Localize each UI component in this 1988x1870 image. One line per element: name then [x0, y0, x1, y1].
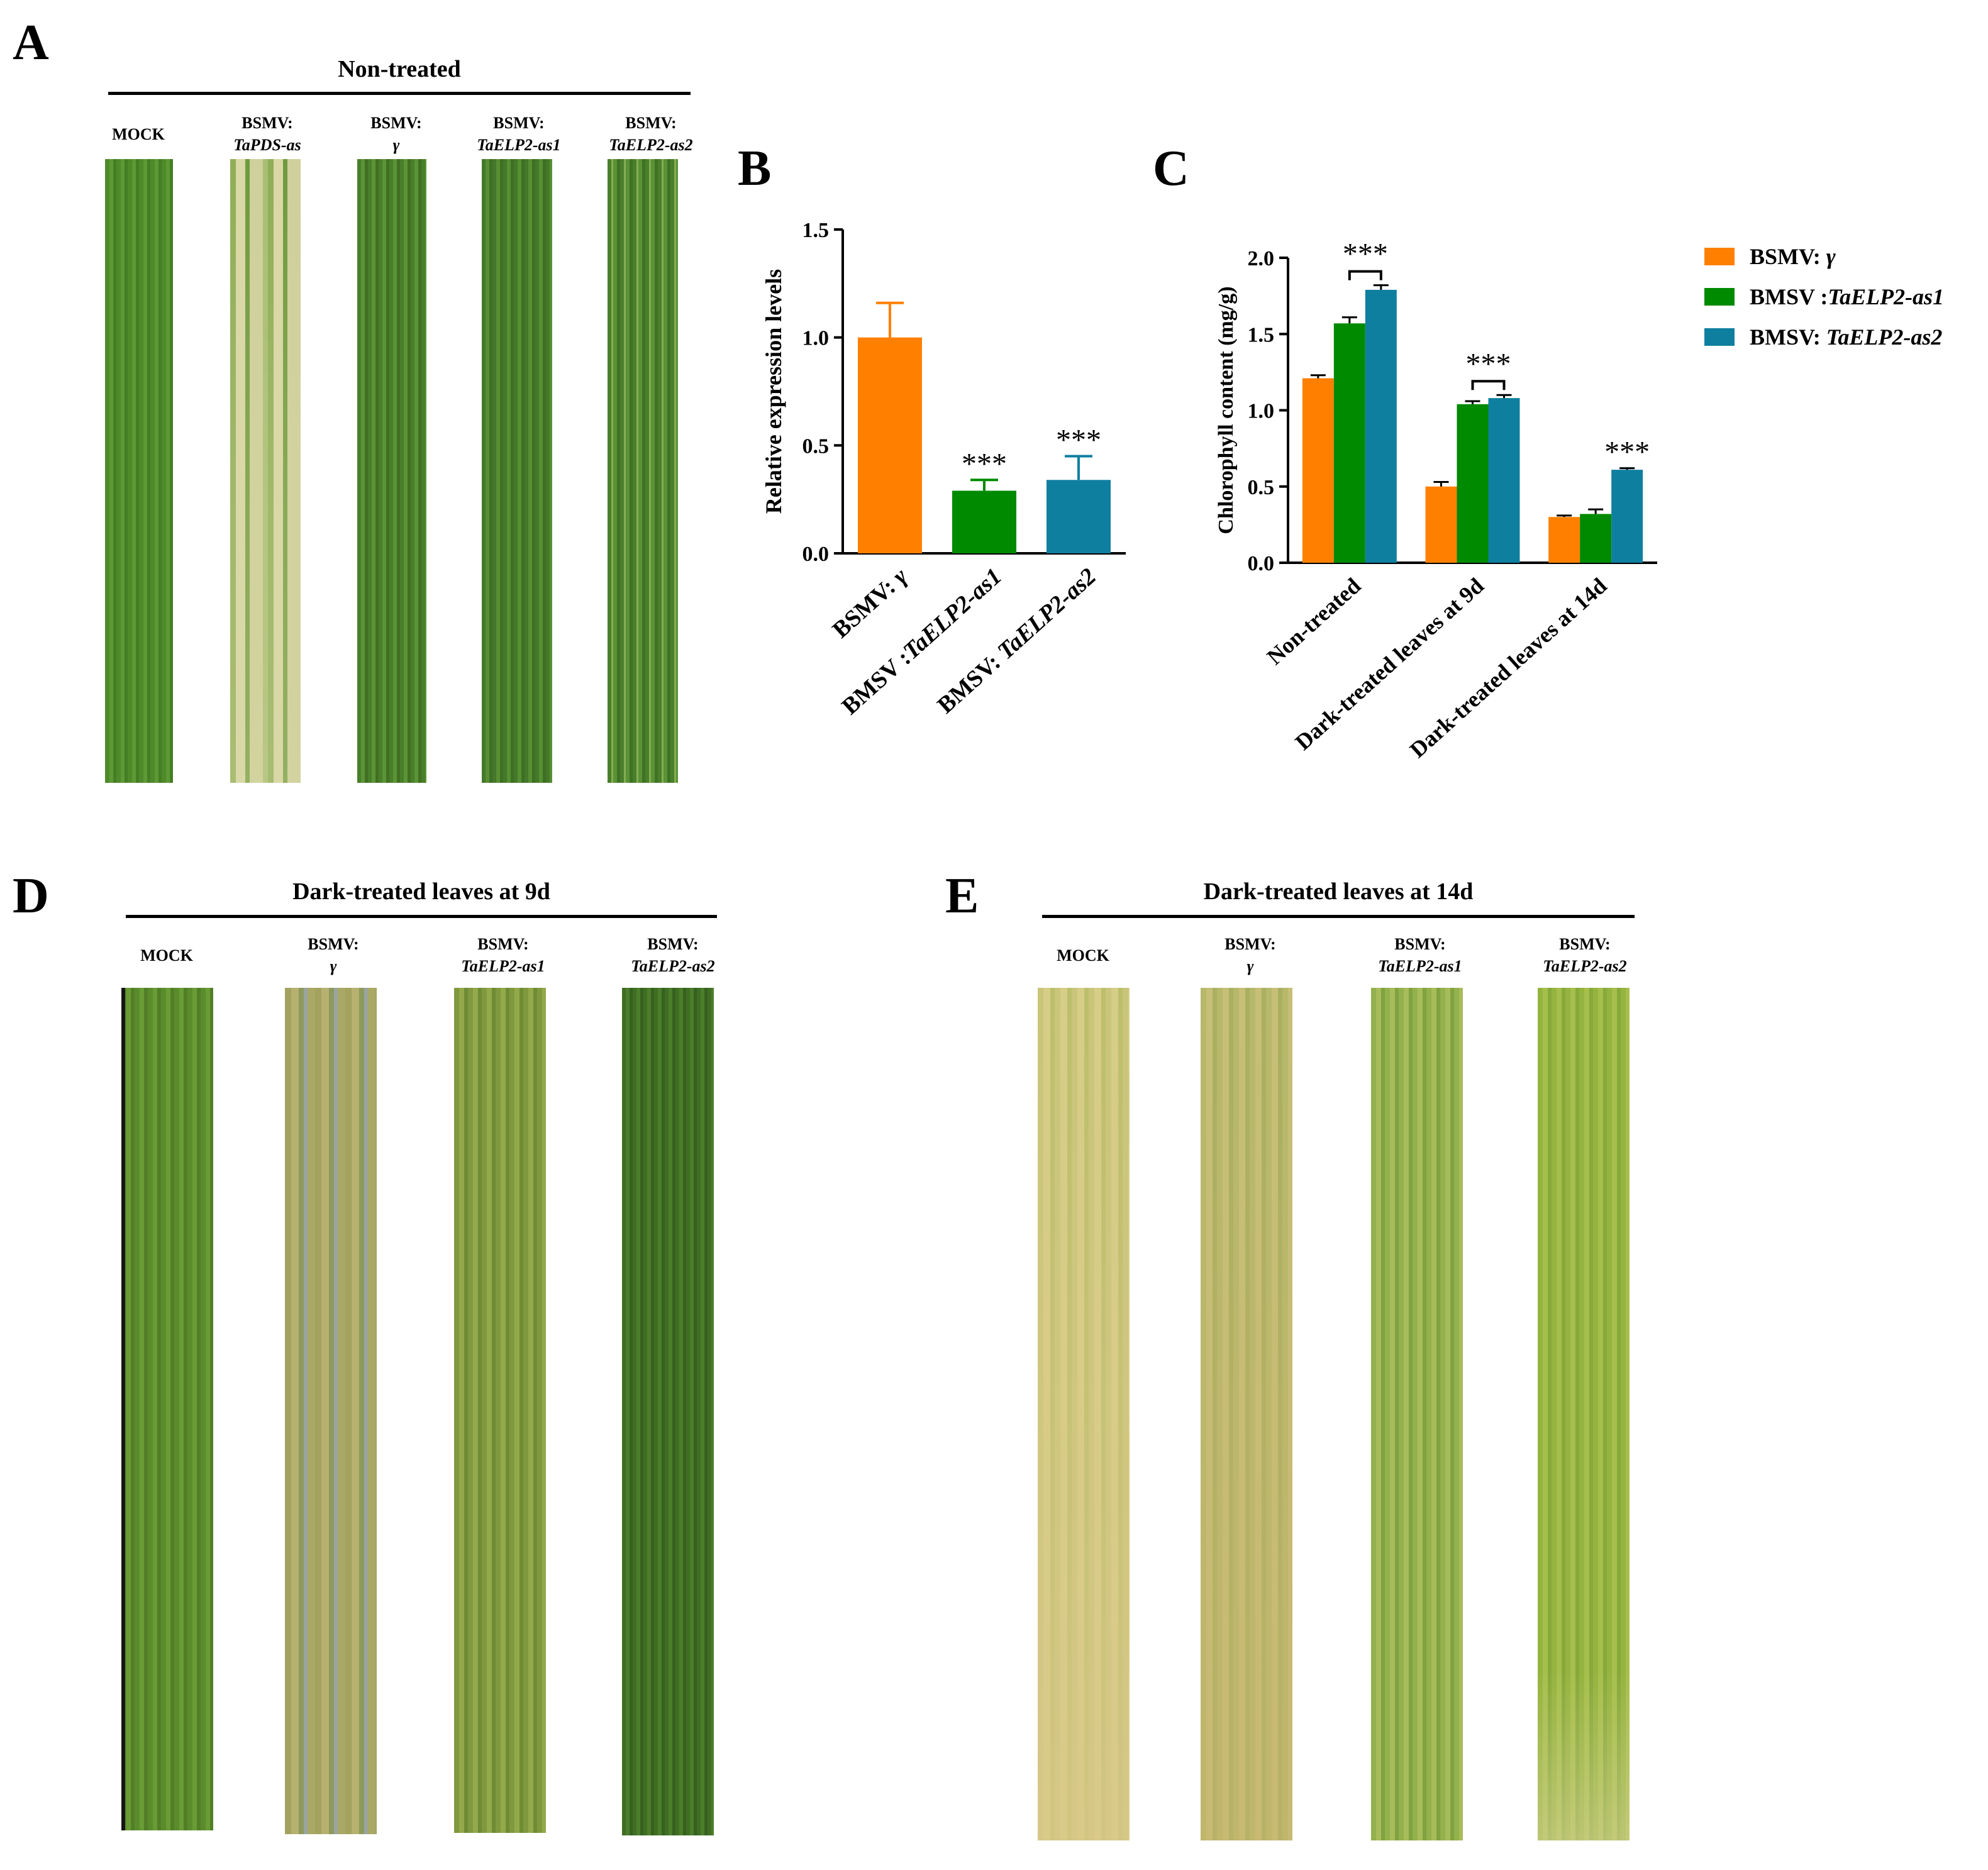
chart-c-legend-swatch [1704, 248, 1735, 265]
panel-e-label-as1: BSMV: TaELP2-as1 [1378, 935, 1462, 976]
chart-c-category-label: Dark-treated leaves at 14d [1405, 573, 1612, 763]
chart-c-bracket [1348, 270, 1382, 280]
chart-c-bar [1365, 289, 1397, 563]
panel-e-label-mock: MOCK [1057, 946, 1109, 965]
chart-c-bar [1333, 323, 1365, 563]
chart-b-ytick-label: 1.0 [802, 327, 830, 350]
chart-b-bar [1047, 480, 1111, 553]
chart-c: 0.0 0.5 1.0 1.5 2.0 Chlorophyll content (mg/g… [1214, 238, 1944, 763]
chart-c-bar [1457, 404, 1489, 563]
chart-b-category-label: BMSV: TaELP2-as2 [933, 563, 1101, 719]
panel-e-rule [1042, 915, 1635, 918]
leaf-a-mock [105, 159, 173, 783]
panel-d-label-as2: BSMV: TaELP2-as2 [631, 935, 715, 976]
panel-e-title: Dark-treated leaves at 14d [1203, 878, 1474, 905]
chart-c-legend-swatch [1704, 328, 1735, 346]
leaf-d-as1 [454, 988, 546, 1833]
panel-a-label-as2: BSMV: TaELP2-as2 [609, 114, 693, 155]
panel-a-label-as1: BSMV: TaELP2-as1 [477, 114, 561, 155]
chart-c-ylabel: Chlorophyll content (mg/g) [1214, 286, 1238, 534]
chart-c-bar [1425, 486, 1457, 563]
panel-letter-c: C [1153, 141, 1189, 196]
leaf-e-as1 [1371, 988, 1463, 1840]
chart-c-significance: *** [1343, 238, 1388, 271]
chart-b-category-label: BSMV: γ [828, 563, 913, 643]
chart-c-ytick-label: 0.5 [1248, 476, 1275, 499]
leaf-a-as2 [608, 159, 678, 783]
leaf-e-as2 [1538, 988, 1630, 1840]
chart-b-bar [858, 337, 922, 553]
leaf-d-mock [121, 988, 213, 1830]
chart-c-significance: *** [1466, 347, 1511, 380]
chart-c-ytick-label: 1.0 [1248, 400, 1275, 423]
leaf-a-gamma [357, 159, 426, 783]
chart-c-legend-label: BMSV: TaELP2-as2 [1750, 324, 1942, 350]
panel-e-label-gamma: BSMV: γ [1224, 935, 1276, 976]
panel-letter-e: E [945, 868, 979, 924]
panel-d-label-as1: BSMV: TaELP2-as1 [461, 935, 545, 976]
chart-c-category-label: Non-treated [1262, 573, 1365, 670]
panel-a-title: Non-treated [338, 56, 461, 82]
chart-b-ytick-label: 0.5 [802, 434, 830, 458]
chart-b-category-label: BMSV :TaELP2-as1 [837, 563, 1008, 719]
panel-d-label-mock: MOCK [140, 946, 193, 965]
chart-c-legend-label: BMSV :TaELP2-as1 [1750, 284, 1944, 309]
chart-c-bar [1302, 378, 1334, 563]
panel-letter-b: B [738, 141, 772, 196]
leaf-e-mock [1038, 988, 1130, 1840]
panel-a-rule [108, 92, 691, 95]
chart-c-bar [1548, 517, 1580, 563]
chart-b-bar [952, 490, 1016, 553]
chart-c-bar [1611, 470, 1643, 563]
chart-b-significance: *** [962, 447, 1007, 480]
leaf-a-as1 [482, 159, 552, 783]
leaf-a-pds [230, 159, 301, 783]
panel-a-label-mock: MOCK [112, 125, 165, 143]
chart-b-ylabel: Relative expression levels [761, 269, 786, 514]
chart-c-bar [1488, 398, 1520, 563]
panel-d-label-gamma: BSMV: γ [308, 935, 359, 976]
panel-a-label-gamma: BSMV: γ [370, 114, 422, 155]
chart-b-ytick-label: 0.0 [802, 543, 830, 566]
chart-c-ytick-label: 0.0 [1248, 552, 1275, 575]
chart-b-significance: *** [1056, 424, 1101, 457]
chart-c-significance: *** [1604, 436, 1650, 469]
panel-d-title: Dark-treated leaves at 9d [292, 878, 550, 905]
leaf-e-gamma [1201, 988, 1292, 1840]
chart-c-ytick-label: 2.0 [1248, 247, 1275, 270]
panel-e-label-as2: BSMV: TaELP2-as2 [1543, 935, 1627, 976]
chart-c-ytick-label: 1.5 [1248, 323, 1275, 346]
panel-letter-d: D [13, 868, 49, 924]
leaf-d-gamma [285, 988, 377, 1834]
chart-b-ytick-label: 1.5 [802, 219, 830, 242]
chart-b: 0.0 0.5 1.0 1.5 Relative expression levels BS… [761, 219, 1126, 720]
chart-c-bar [1580, 514, 1612, 563]
chart-c-legend-swatch [1704, 288, 1735, 306]
panel-letter-a: A [13, 15, 49, 70]
chart-c-legend-label: BSMV: γ [1750, 244, 1836, 269]
panel-a-label-pds: BSMV: TaPDS-as [233, 114, 301, 155]
chart-c-bracket [1471, 380, 1506, 390]
panel-d-rule [126, 915, 717, 918]
leaf-d-as2 [622, 988, 714, 1835]
